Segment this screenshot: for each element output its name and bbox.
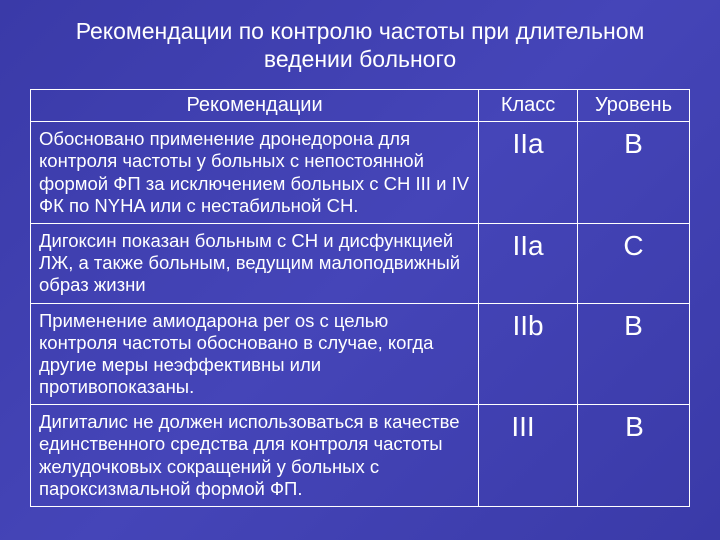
level-cell: B — [577, 405, 689, 507]
rec-cell: Дигиталис не должен использоваться в кач… — [31, 405, 479, 507]
class-cell: III — [479, 405, 578, 507]
table-row: Дигоксин показан больным с СН и дисфункц… — [31, 223, 690, 303]
level-cell: C — [577, 223, 689, 303]
class-cell: IIa — [479, 223, 578, 303]
rec-cell: Дигоксин показан больным с СН и дисфункц… — [31, 223, 479, 303]
table-row: Дигиталис не должен использоваться в кач… — [31, 405, 690, 507]
class-cell: IIa — [479, 122, 578, 224]
table-header-row: Рекомендации Класс Уровень — [31, 90, 690, 122]
col-header-class: Класс — [479, 90, 578, 122]
slide-title: Рекомендации по контролю частоты при дли… — [30, 18, 690, 73]
level-cell: B — [577, 122, 689, 224]
col-header-recommendation: Рекомендации — [31, 90, 479, 122]
slide: Рекомендации по контролю частоты при дли… — [0, 0, 720, 540]
level-cell: B — [577, 303, 689, 405]
class-cell: IIb — [479, 303, 578, 405]
rec-cell: Обосновано применение дронедорона для ко… — [31, 122, 479, 224]
recommendations-table: Рекомендации Класс Уровень Обосновано пр… — [30, 89, 690, 507]
rec-cell: Применение амиодарона per os с целью кон… — [31, 303, 479, 405]
col-header-level: Уровень — [577, 90, 689, 122]
table-row: Применение амиодарона per os с целью кон… — [31, 303, 690, 405]
table-row: Обосновано применение дронедорона для ко… — [31, 122, 690, 224]
